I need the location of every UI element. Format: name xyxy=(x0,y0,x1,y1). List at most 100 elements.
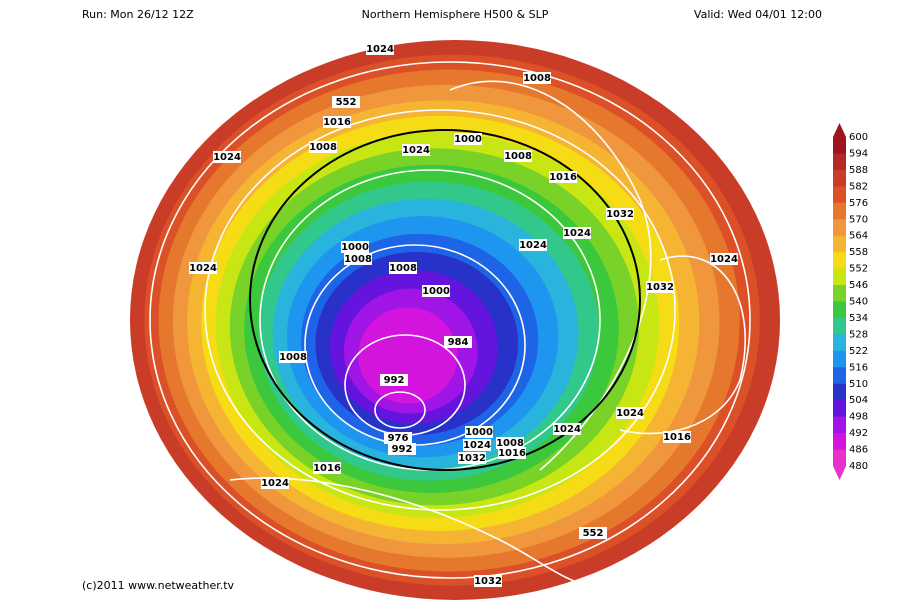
colorbar-swatch xyxy=(833,285,846,302)
label-box xyxy=(563,227,591,239)
label-box xyxy=(422,285,450,297)
label-box xyxy=(504,150,532,162)
contour-label: 1008 xyxy=(523,73,551,84)
label-box xyxy=(309,141,337,153)
contour-label: 1000 xyxy=(454,134,482,145)
colorbar-label: 600 xyxy=(849,132,868,143)
contour-label: 1032 xyxy=(474,576,502,587)
colorbar-label: 528 xyxy=(849,329,868,340)
label-box xyxy=(519,239,547,251)
colorbar-swatch xyxy=(833,334,846,352)
contour-label: 1024 xyxy=(213,152,241,163)
map-title: Northern Hemisphere H500 & SLP xyxy=(362,8,549,21)
contour-label: 1008 xyxy=(309,142,337,153)
contour-label: 1016 xyxy=(663,432,691,443)
colorbar-label: 492 xyxy=(849,428,868,439)
contour-label: 1024 xyxy=(616,408,644,419)
label-box xyxy=(463,439,491,451)
label-box xyxy=(261,477,289,489)
label-box xyxy=(474,575,502,587)
colorbar-label: 546 xyxy=(849,280,868,291)
colorbar-swatch xyxy=(833,202,846,220)
contour-label: 1016 xyxy=(549,172,577,183)
colorbar-swatch xyxy=(833,367,846,385)
label-box xyxy=(663,431,691,443)
contour-label: 976 xyxy=(388,433,409,444)
label-box xyxy=(213,151,241,163)
colorbar-swatch xyxy=(833,383,846,401)
label-box xyxy=(388,443,416,455)
colorbar-swatch xyxy=(833,252,846,270)
colorbar-swatch xyxy=(833,416,846,434)
contour-label: 1016 xyxy=(313,463,341,474)
label-box xyxy=(710,253,738,265)
colorbar-swatch xyxy=(833,268,846,286)
colorbar-swatch xyxy=(833,186,846,204)
contour-552 xyxy=(249,129,641,471)
label-box xyxy=(189,262,217,274)
height-band xyxy=(358,307,458,404)
colorbar-swatch xyxy=(833,350,846,368)
label-box xyxy=(389,262,417,274)
contour-label: 1008 xyxy=(496,438,524,449)
valid-label: Valid: Wed 04/01 12:00 xyxy=(694,8,822,21)
label-box xyxy=(523,72,551,84)
colorbar-label: 522 xyxy=(849,346,868,357)
contour-label: 1024 xyxy=(563,228,591,239)
contour-label: 1000 xyxy=(341,242,369,253)
colorbar-swatch xyxy=(833,153,846,171)
label-box xyxy=(465,426,493,438)
contour-label: 1024 xyxy=(519,240,547,251)
contour-label: 1024 xyxy=(710,254,738,265)
contour-label: 1000 xyxy=(465,427,493,438)
label-box xyxy=(616,407,644,419)
label-box xyxy=(496,437,524,449)
label-box xyxy=(579,527,607,539)
label-box xyxy=(498,447,526,459)
colorbar-label: 594 xyxy=(849,148,868,159)
contour-label: 1024 xyxy=(463,440,491,451)
colorbar-swatch xyxy=(833,169,846,187)
colorbar-label: 540 xyxy=(849,297,868,308)
contour-label: 552 xyxy=(336,97,357,108)
contour-label: 1000 xyxy=(422,286,450,297)
label-box xyxy=(323,116,351,128)
colorbar-label: 582 xyxy=(849,181,868,192)
contour-label: 1016 xyxy=(323,117,351,128)
colorbar-swatch xyxy=(833,137,846,154)
colorbar-label: 588 xyxy=(849,165,868,176)
label-box xyxy=(606,208,634,220)
contour-label: 1032 xyxy=(606,209,634,220)
contour-label: 1008 xyxy=(344,254,372,265)
colorbar-swatch xyxy=(833,433,846,451)
colorbar-label: 486 xyxy=(849,445,868,456)
contour-label: 552 xyxy=(583,528,604,539)
label-box xyxy=(402,144,430,156)
colorbar-label: 534 xyxy=(849,313,868,324)
colorbar-cap xyxy=(833,466,846,480)
contour-label: 1024 xyxy=(366,44,394,55)
label-box xyxy=(384,432,412,444)
height-field xyxy=(130,40,780,600)
colorbar-swatch xyxy=(833,449,846,467)
colorbar-label: 552 xyxy=(849,264,868,275)
contour-label: 1008 xyxy=(504,151,532,162)
colorbar-label: 516 xyxy=(849,362,868,373)
colorbar-label: 558 xyxy=(849,247,868,258)
contour-label: 984 xyxy=(448,337,469,348)
label-box xyxy=(444,336,472,348)
contour-label: 1032 xyxy=(646,282,674,293)
contour-label: 1024 xyxy=(189,263,217,274)
colorbar-cap xyxy=(833,123,846,137)
colorbar-swatch xyxy=(833,400,846,418)
run-label: Run: Mon 26/12 12Z xyxy=(82,8,194,21)
contour-label: 992 xyxy=(392,444,413,455)
colorbar-label: 576 xyxy=(849,198,868,209)
copyright: (c)2011 www.netweather.tv xyxy=(82,579,235,592)
colorbar-label: 564 xyxy=(849,231,868,242)
colorbar: 600 594 588 582 576 570 564 558 552 546 540 534 528 5… xyxy=(833,123,868,480)
colorbar-label: 498 xyxy=(849,412,868,423)
contour-label: 1016 xyxy=(498,448,526,459)
